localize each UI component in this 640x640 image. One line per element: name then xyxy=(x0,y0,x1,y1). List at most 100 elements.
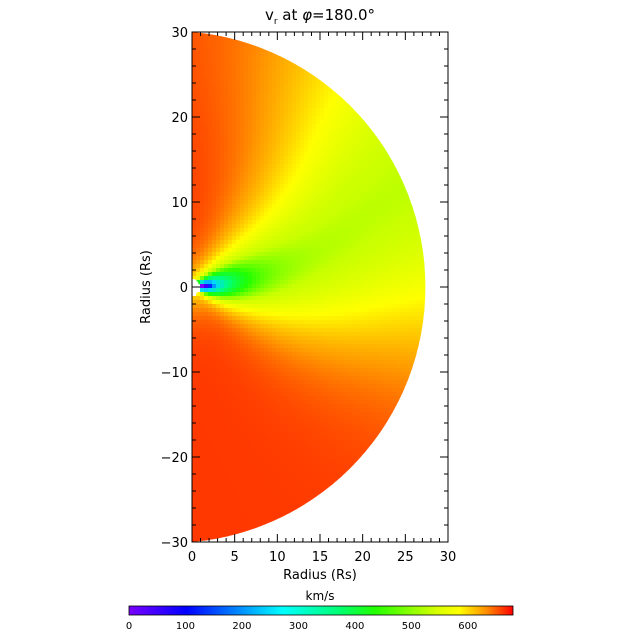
heatmap-cell xyxy=(340,268,345,273)
heatmap-cell xyxy=(348,292,353,297)
heatmap-cell xyxy=(276,184,281,189)
heatmap-cell xyxy=(216,292,221,297)
heatmap-cell xyxy=(404,260,409,265)
heatmap-cell xyxy=(248,344,253,349)
heatmap-cell xyxy=(316,116,321,121)
heatmap-cell xyxy=(336,264,341,269)
heatmap-cell xyxy=(296,80,301,85)
heatmap-cell xyxy=(212,180,217,185)
heatmap-cell xyxy=(412,364,417,369)
heatmap-cell xyxy=(264,304,269,309)
heatmap-cell xyxy=(200,368,205,373)
heatmap-cell xyxy=(236,312,241,317)
heatmap-cell xyxy=(360,268,365,273)
heatmap-cell xyxy=(256,100,261,105)
heatmap-cell xyxy=(356,200,361,205)
heatmap-cell xyxy=(296,260,301,265)
heatmap-cell xyxy=(256,148,261,153)
heatmap-cell xyxy=(300,284,305,289)
heatmap-cell xyxy=(364,128,369,133)
heatmap-cell xyxy=(316,364,321,369)
heatmap-cell xyxy=(264,184,269,189)
heatmap-cell xyxy=(312,188,317,193)
heatmap-cell xyxy=(272,384,277,389)
heatmap-cell xyxy=(280,148,285,153)
heatmap-cell xyxy=(216,340,221,345)
heatmap-cell xyxy=(360,276,365,281)
heatmap-cell xyxy=(284,268,289,273)
heatmap-cell xyxy=(208,256,213,261)
heatmap-cell xyxy=(204,124,209,129)
heatmap-cell xyxy=(228,260,233,265)
heatmap-cell xyxy=(328,172,333,177)
heatmap-cell xyxy=(268,136,273,141)
heatmap-cell xyxy=(196,80,201,85)
heatmap-cell xyxy=(272,228,277,233)
heatmap-cell xyxy=(332,284,337,289)
heatmap-cell xyxy=(192,384,197,389)
heatmap-cell xyxy=(364,120,369,125)
heatmap-cell xyxy=(216,52,221,57)
heatmap-cell xyxy=(360,212,365,217)
heatmap-cell xyxy=(312,76,317,81)
heatmap-cell xyxy=(244,324,249,329)
heatmap-cell xyxy=(300,256,305,261)
heatmap-cell xyxy=(292,80,297,85)
heatmap-cell xyxy=(372,284,377,289)
heatmap-cell xyxy=(352,160,357,165)
heatmap-cell xyxy=(224,340,229,345)
heatmap-cell xyxy=(276,72,281,77)
heatmap-cell xyxy=(332,80,337,85)
heatmap-cell xyxy=(256,92,261,97)
heatmap-cell xyxy=(352,108,357,113)
heatmap-cell xyxy=(388,172,393,177)
heatmap-cell xyxy=(232,136,237,141)
heatmap-cell xyxy=(340,388,345,393)
heatmap-cell xyxy=(408,160,413,165)
heatmap-cell xyxy=(232,48,237,53)
heatmap-cell xyxy=(232,196,237,201)
heatmap-cell xyxy=(196,76,201,81)
heatmap-cell xyxy=(384,384,389,389)
heatmap-cell xyxy=(348,208,353,213)
heatmap-cell xyxy=(252,156,257,161)
heatmap-cell xyxy=(312,368,317,373)
heatmap-cell xyxy=(388,232,393,237)
heatmap-cell xyxy=(300,64,305,69)
heatmap-cell xyxy=(220,308,225,313)
heatmap-cell xyxy=(296,72,301,77)
heatmap-cell xyxy=(308,124,313,129)
heatmap-cell xyxy=(260,184,265,189)
heatmap-cell xyxy=(348,184,353,189)
heatmap-cell xyxy=(324,316,329,321)
heatmap-cell xyxy=(288,308,293,313)
heatmap-cell xyxy=(256,256,261,261)
heatmap-cell xyxy=(372,204,377,209)
heatmap-cell xyxy=(388,284,393,289)
heatmap-cell xyxy=(228,288,233,293)
heatmap-cell xyxy=(260,384,265,389)
heatmap-cell xyxy=(364,104,369,109)
heatmap-cell xyxy=(284,156,289,161)
heatmap-cell xyxy=(220,344,225,349)
heatmap-cell xyxy=(360,264,365,269)
heatmap-cell xyxy=(272,280,277,285)
heatmap-cell xyxy=(200,380,205,385)
heatmap-cell xyxy=(404,316,409,321)
heatmap-cell xyxy=(248,136,253,141)
heatmap-cell xyxy=(336,128,341,133)
heatmap-cell xyxy=(240,352,245,357)
heatmap-cell xyxy=(348,148,353,153)
heatmap-cell xyxy=(276,104,281,109)
heatmap-cell xyxy=(352,100,357,105)
heatmap-cell xyxy=(260,108,265,113)
heatmap-cell xyxy=(316,212,321,217)
heatmap-cell xyxy=(276,292,281,297)
heatmap-cell xyxy=(272,376,277,381)
heatmap-cell xyxy=(344,300,349,305)
heatmap-cell xyxy=(348,340,353,345)
heatmap-cell xyxy=(280,380,285,385)
heatmap-cell xyxy=(416,348,421,353)
heatmap-cell xyxy=(432,248,436,252)
heatmap-cell xyxy=(280,240,285,245)
